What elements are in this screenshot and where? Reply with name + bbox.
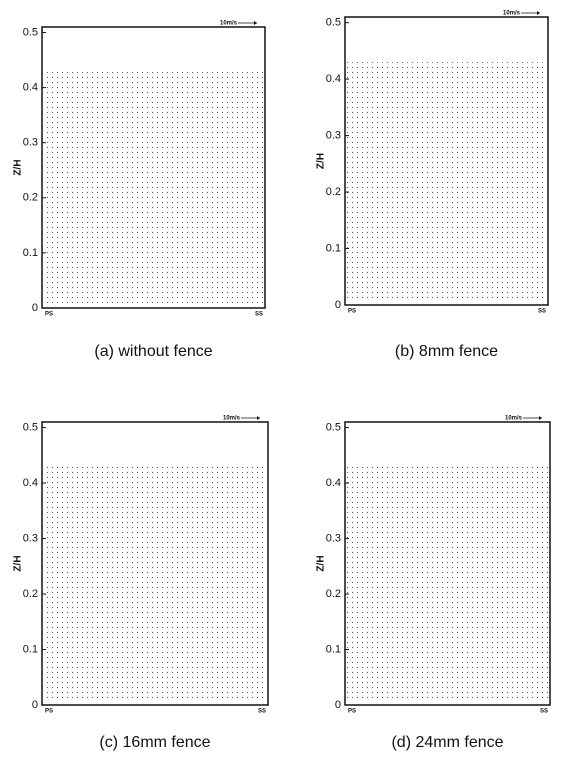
y-tick-label: 0.1 — [326, 242, 341, 254]
reference-label: 10m/s — [505, 416, 523, 422]
x-start-label: PS — [348, 709, 356, 715]
reference-arrow-head — [254, 21, 257, 25]
caption: (a) without fence — [94, 343, 212, 360]
y-tick-label: 0.3 — [326, 129, 341, 141]
plot-frame — [344, 421, 551, 706]
y-tick-label: 0 — [335, 299, 341, 311]
caption: (c) 16mm fence — [99, 734, 210, 751]
reference-label: 10m/s — [220, 21, 238, 27]
y-tick-label: 0.5 — [23, 26, 38, 38]
y-axis-label: Z/H — [13, 555, 24, 571]
y-tick-label: 0.3 — [23, 532, 38, 544]
reference-arrow-head — [539, 416, 542, 420]
x-end-label: SS — [538, 309, 546, 315]
reference-arrow-head — [537, 11, 540, 15]
vector-field — [44, 466, 266, 701]
vector-field — [347, 62, 546, 302]
y-tick-label: 0.3 — [23, 137, 38, 149]
plot-frame — [41, 26, 266, 309]
y-tick-label: 0.1 — [326, 643, 341, 655]
y-tick-label: 0.2 — [23, 588, 38, 600]
y-tick-label: 0.4 — [326, 73, 341, 85]
plot-frame — [41, 421, 269, 706]
y-tick-label: 0 — [335, 699, 341, 711]
y-axis-label: Z/H — [316, 153, 327, 169]
y-tick-label: 0.3 — [326, 532, 341, 544]
caption: (d) 24mm fence — [391, 734, 503, 751]
y-tick-label: 0.1 — [23, 643, 38, 655]
y-axis-label: Z/H — [316, 555, 327, 571]
y-axis-label: Z/H — [13, 159, 24, 175]
reference-label: 10m/s — [503, 11, 521, 17]
x-end-label: SS — [255, 312, 263, 318]
x-start-label: PS — [45, 709, 53, 715]
y-tick-label: 0.4 — [23, 477, 38, 489]
reference-label: 10m/s — [223, 416, 241, 422]
x-end-label: SS — [540, 709, 548, 715]
vector-field — [347, 466, 548, 701]
vector-field — [44, 71, 263, 304]
x-end-label: SS — [258, 709, 266, 715]
y-tick-label: 0.5 — [23, 421, 38, 433]
y-tick-label: 0.4 — [326, 477, 341, 489]
y-tick-label: 0 — [32, 302, 38, 314]
caption: (b) 8mm fence — [395, 343, 498, 360]
y-tick-label: 0.4 — [23, 82, 38, 94]
y-tick-label: 0.2 — [326, 588, 341, 600]
y-tick-label: 0.2 — [23, 192, 38, 204]
x-start-label: PS — [45, 312, 53, 318]
y-tick-label: 0.5 — [326, 421, 341, 433]
reference-arrow-head — [257, 416, 260, 420]
y-tick-label: 0.1 — [23, 247, 38, 259]
y-tick-label: 0 — [32, 699, 38, 711]
y-tick-label: 0.2 — [326, 186, 341, 198]
y-tick-label: 0.5 — [326, 17, 341, 29]
x-start-label: PS — [348, 309, 356, 315]
plot-frame — [344, 16, 549, 306]
